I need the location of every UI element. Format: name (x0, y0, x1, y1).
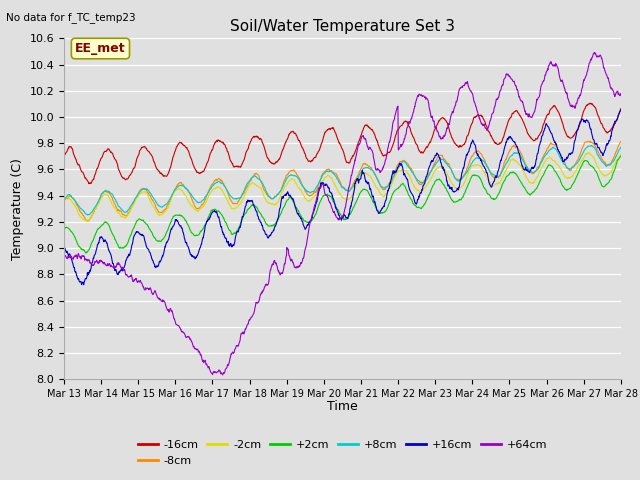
Title: Soil/Water Temperature Set 3: Soil/Water Temperature Set 3 (230, 20, 455, 35)
Text: No data for f_TC_temp23: No data for f_TC_temp23 (6, 12, 136, 23)
Text: EE_met: EE_met (75, 42, 126, 55)
Y-axis label: Temperature (C): Temperature (C) (11, 158, 24, 260)
X-axis label: Time: Time (327, 400, 358, 413)
Legend: -16cm, -8cm, -2cm, +2cm, +8cm, +16cm, +64cm: -16cm, -8cm, -2cm, +2cm, +8cm, +16cm, +6… (134, 436, 551, 470)
